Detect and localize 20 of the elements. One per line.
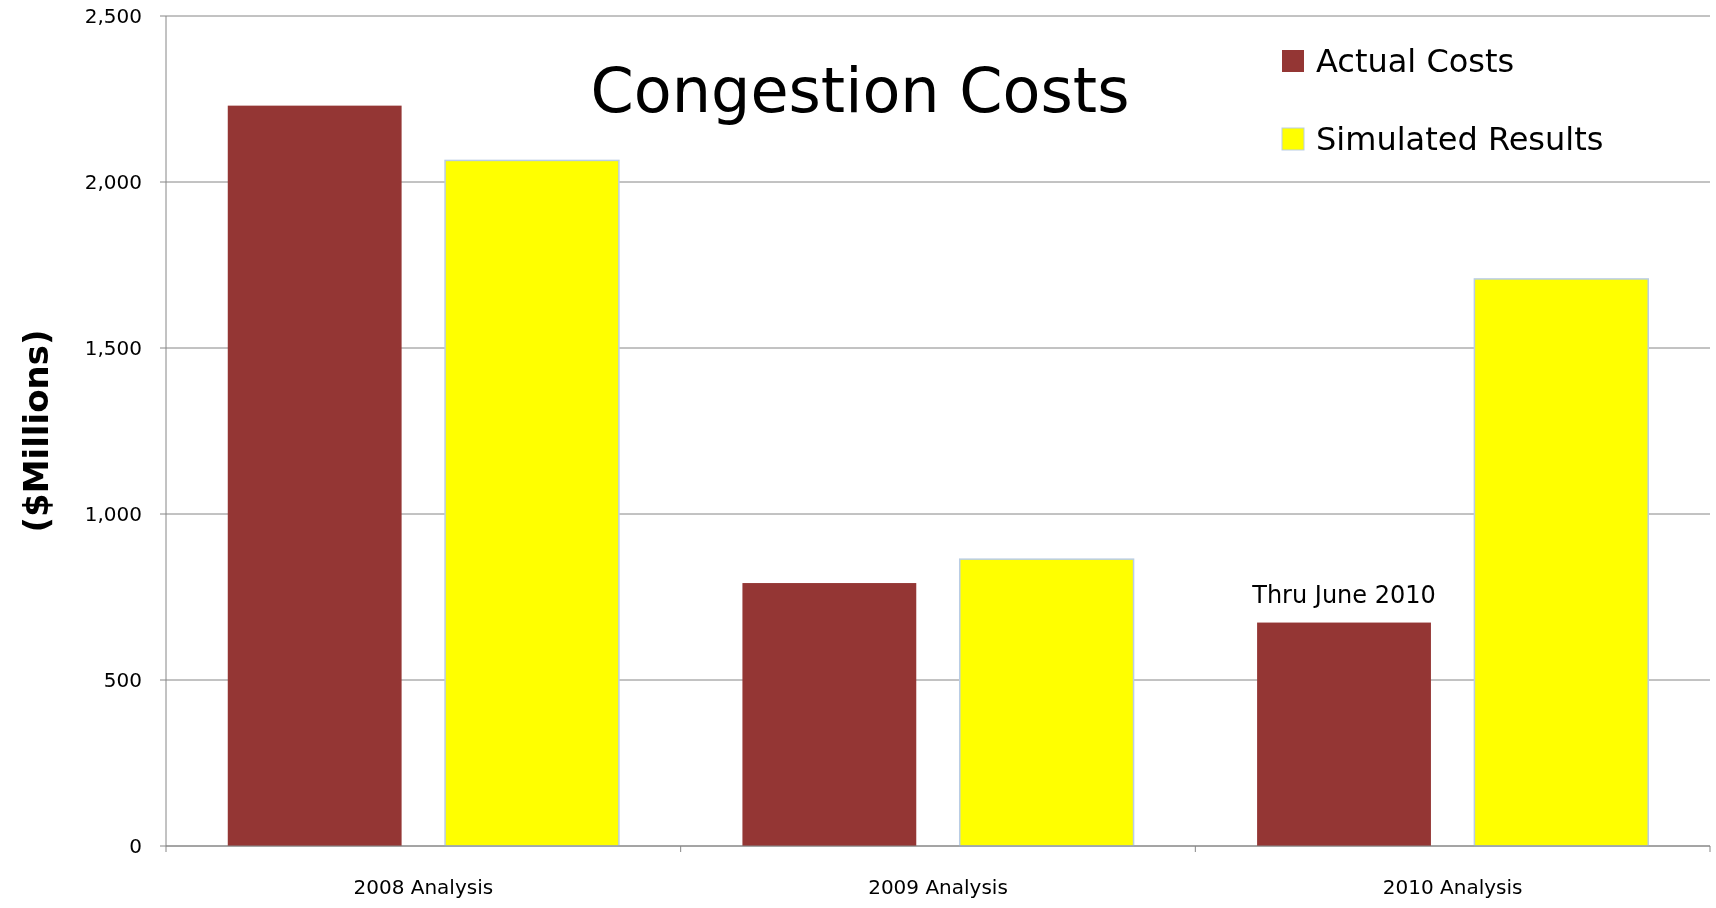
y-axis-title: ($Millions) [16, 329, 56, 533]
bar [444, 159, 620, 847]
y-tick-label: 1,500 [84, 336, 142, 360]
legend-label: Simulated Results [1316, 120, 1604, 159]
bar [742, 583, 917, 846]
legend-label: Actual Costs [1316, 42, 1515, 81]
x-tick-label: 2009 Analysis [868, 875, 1008, 899]
y-tick-label: 2,000 [84, 170, 142, 194]
bar [958, 558, 1135, 847]
x-tick-label: 2010 Analysis [1382, 875, 1523, 899]
y-tick-label: 2,500 [84, 4, 142, 28]
y-tick-label: 500 [103, 668, 142, 692]
bar [1257, 622, 1431, 846]
y-tick-label: 0 [129, 834, 142, 858]
annotation: Thru June 2010 [1251, 581, 1436, 609]
y-tick-label: 1,000 [84, 502, 142, 526]
x-tick-label: 2008 Analysis [353, 875, 494, 899]
bar [1473, 278, 1649, 847]
bar [227, 105, 402, 846]
text: Congestion Costs [590, 54, 1130, 127]
